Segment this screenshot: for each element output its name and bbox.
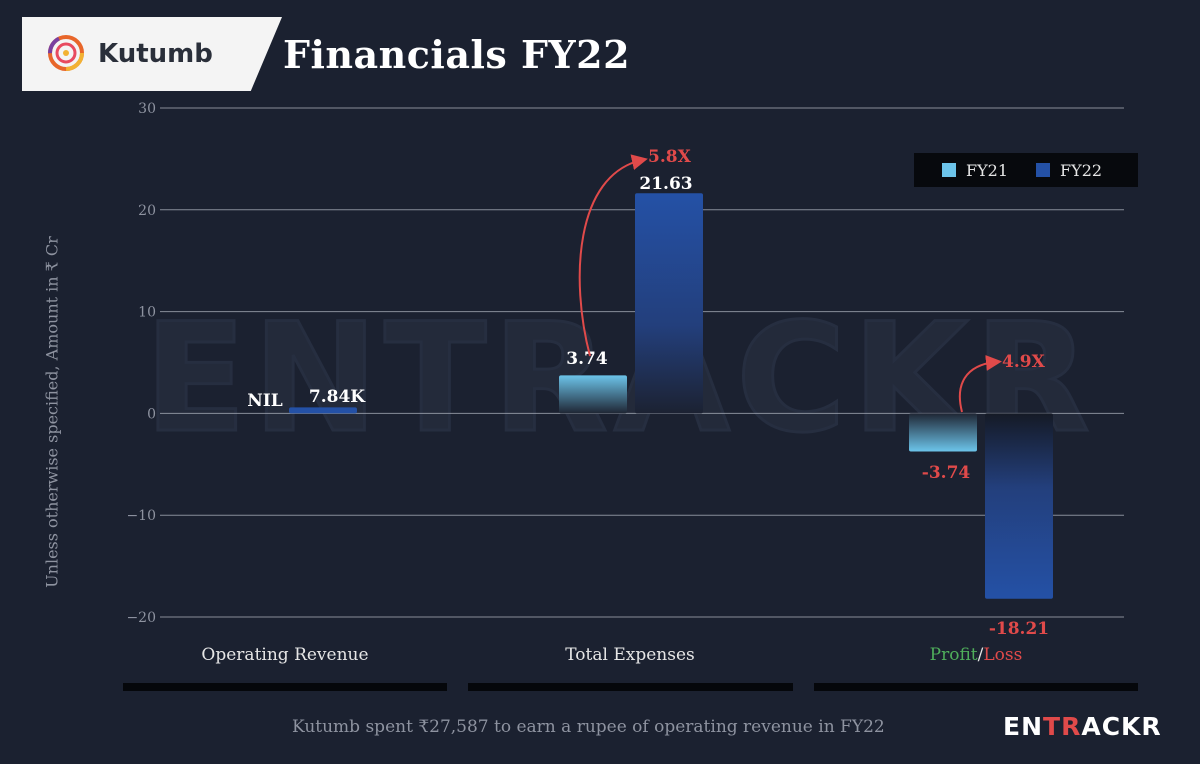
slash: / <box>977 645 984 665</box>
y-tick-label: −20 <box>126 610 156 626</box>
data-label-fy22-0: 7.84K <box>309 387 366 407</box>
brand-header: Kutumb <box>22 17 282 91</box>
legend-item-fy21: FY21 <box>942 161 1008 180</box>
logo-part-2: TR <box>1043 712 1082 741</box>
logo-part-3: A <box>1081 712 1102 741</box>
category-label-operating-revenue: Operating Revenue <box>201 645 369 665</box>
category-divider <box>468 683 793 691</box>
growth-arrow <box>958 355 1002 413</box>
data-label-fy21-1: 3.74 <box>566 349 608 369</box>
data-label-fy22-2: -18.21 <box>989 619 1049 639</box>
data-label-fy21-0: NIL <box>247 391 282 411</box>
bar-fy22-2 <box>985 413 1053 599</box>
y-tick-label: 10 <box>138 305 156 321</box>
kutumb-logo-icon <box>48 35 84 71</box>
growth-arrow <box>578 154 648 357</box>
bar-fy21-2 <box>909 413 977 452</box>
legend-label-fy21: FY21 <box>966 160 1009 180</box>
footer-note: Kutumb spent ₹27,587 to earn a rupee of … <box>292 717 885 737</box>
category-divider <box>814 683 1138 691</box>
bar-fy21-1 <box>559 375 627 414</box>
y-tick-label: 30 <box>138 101 156 117</box>
legend-swatch-fy21 <box>942 163 956 177</box>
category-label-profit-loss: Profit/Loss <box>826 645 1126 665</box>
y-tick-label: −10 <box>126 508 156 524</box>
logo-part-4: CKR <box>1101 712 1162 741</box>
page-title: Financials FY22 <box>283 32 631 77</box>
brand-name: Kutumb <box>98 39 213 69</box>
category-label-total-expenses: Total Expenses <box>565 645 695 665</box>
entrackr-logo: ENTRACKR <box>1003 712 1162 741</box>
logo-part-1: EN <box>1003 712 1044 741</box>
legend-item-fy22: FY22 <box>1036 161 1102 180</box>
bar-fy22-1 <box>635 193 703 414</box>
legend: FY21 FY22 <box>914 153 1138 187</box>
legend-label-fy22: FY22 <box>1060 160 1103 180</box>
growth-annotation: 4.9X <box>1002 352 1046 372</box>
data-label-fy22-1: 21.63 <box>639 174 692 194</box>
growth-annotation: 5.8X <box>648 147 692 167</box>
bar-fy22-0 <box>289 407 357 414</box>
y-tick-label: 0 <box>147 406 156 422</box>
category-divider <box>123 683 447 691</box>
legend-swatch-fy22 <box>1036 163 1051 177</box>
data-label-fy21-2: -3.74 <box>922 463 971 483</box>
y-tick-label: 20 <box>138 203 156 219</box>
loss-word: Loss <box>983 645 1023 665</box>
profit-word: Profit <box>929 645 978 665</box>
